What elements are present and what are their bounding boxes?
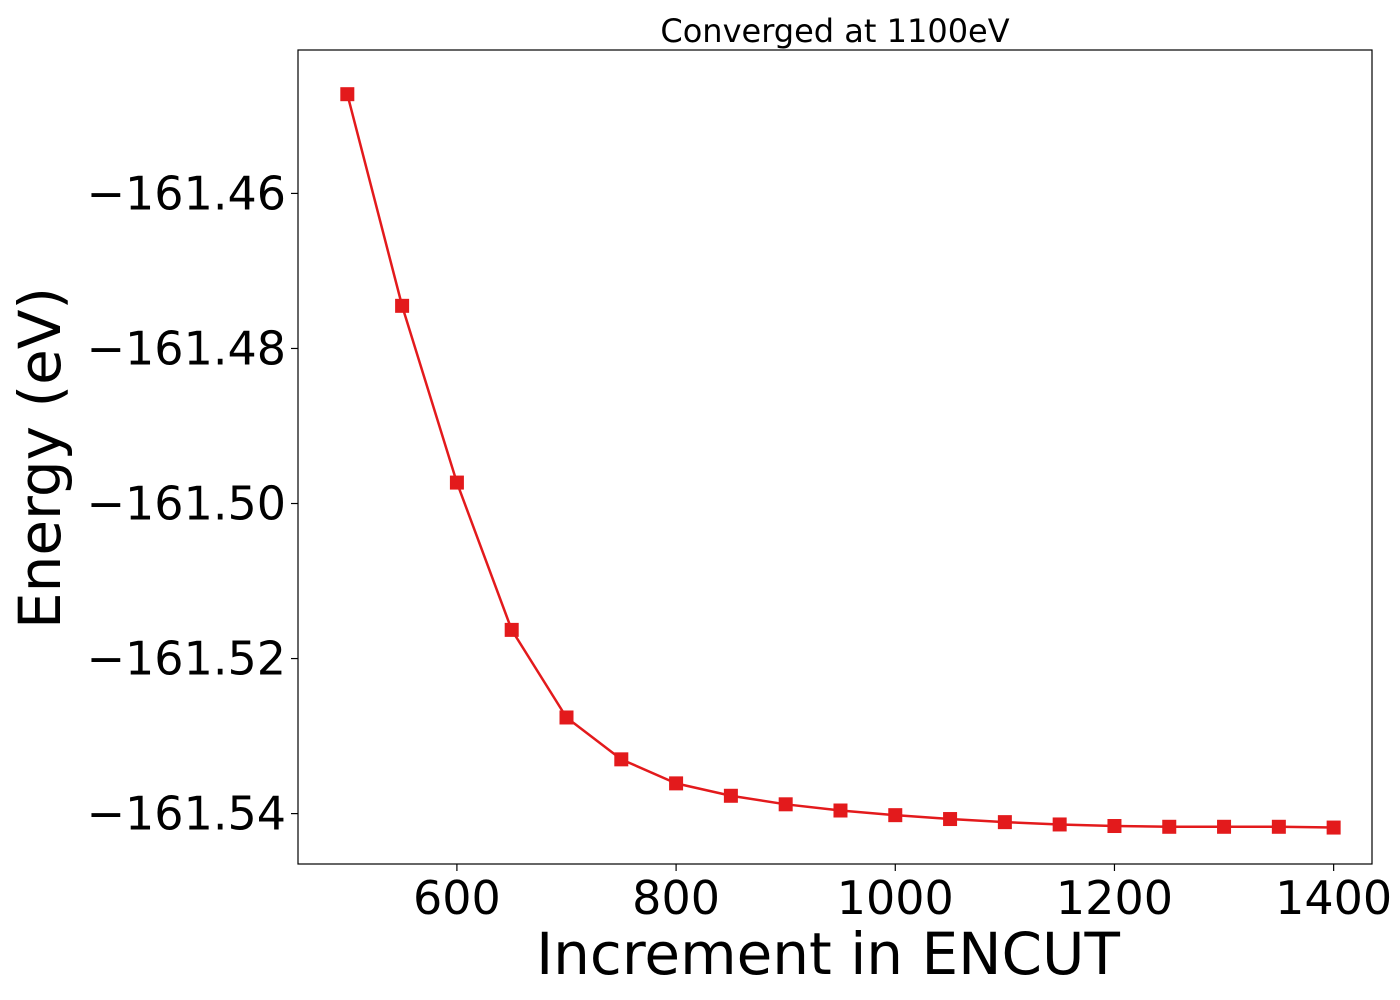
- y-tick-label: −161.50: [87, 477, 287, 531]
- data-point-marker: [614, 752, 629, 767]
- x-tick-label: 1000: [837, 871, 954, 925]
- y-axis-ticks: −161.46 −161.48 −161.50 −161.52 −161.54: [87, 166, 298, 841]
- data-point-marker: [1162, 819, 1177, 834]
- data-point-marker: [1107, 819, 1122, 834]
- data-point-marker: [778, 797, 793, 812]
- series-layer: [340, 87, 1341, 835]
- data-point-marker: [997, 815, 1012, 830]
- data-point-marker: [1052, 817, 1067, 832]
- data-point-marker: [340, 87, 355, 102]
- y-tick-label: −161.52: [87, 632, 287, 686]
- data-point-marker: [723, 788, 738, 803]
- data-point-marker: [395, 298, 410, 313]
- y-axis-label: Energy (eV): [6, 287, 74, 629]
- x-tick-label: 800: [632, 871, 720, 925]
- data-point-marker: [1326, 820, 1341, 835]
- x-tick-label: 1200: [1056, 871, 1173, 925]
- x-tick-label: 600: [413, 871, 501, 925]
- data-point-marker: [504, 622, 519, 637]
- chart-title: Converged at 1100eV: [660, 12, 1009, 50]
- y-tick-label: −161.48: [87, 321, 287, 375]
- data-point-marker: [1217, 819, 1232, 834]
- y-tick-label: −161.46: [87, 166, 287, 220]
- data-point-marker: [943, 812, 958, 827]
- x-tick-label: 1400: [1275, 871, 1392, 925]
- y-tick-label: −161.54: [87, 787, 287, 841]
- x-axis-ticks: 600 800 1000 1200 1400: [413, 864, 1392, 925]
- data-point-marker: [449, 475, 464, 490]
- data-point-marker: [833, 803, 848, 818]
- plot-area-frame: [297, 49, 1373, 865]
- data-point-marker: [669, 776, 684, 791]
- data-point-marker: [559, 710, 574, 725]
- series-line: [346, 93, 1334, 829]
- data-point-marker: [1271, 819, 1286, 834]
- x-axis-label: Increment in ENCUT: [536, 920, 1120, 988]
- data-point-marker: [888, 808, 903, 823]
